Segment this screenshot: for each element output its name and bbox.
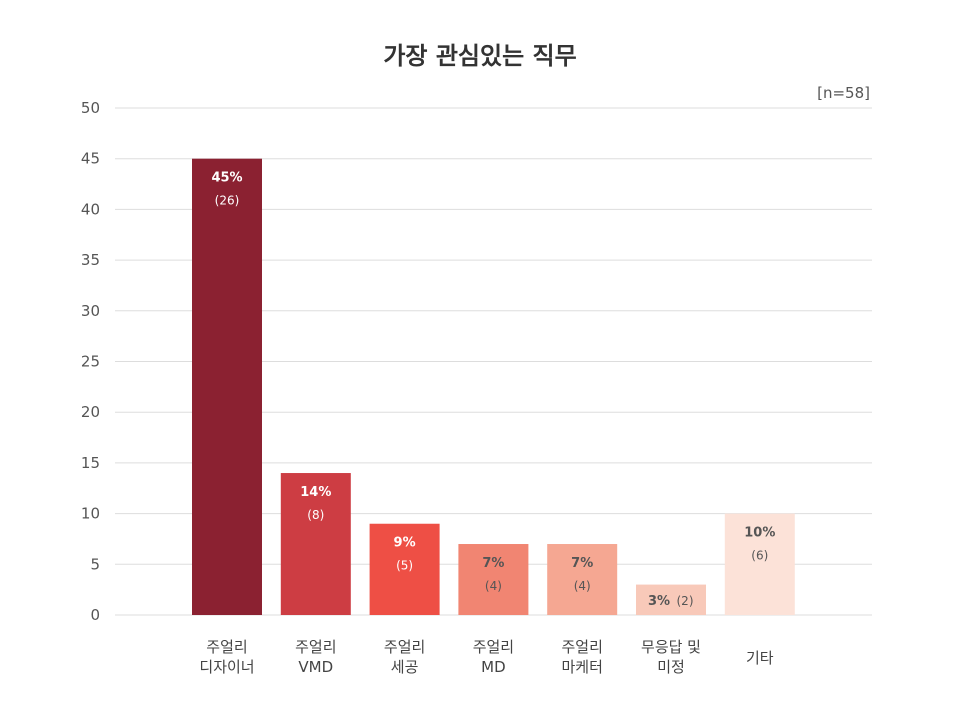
- y-tick-label: 35: [81, 251, 100, 269]
- x-category-label: 디자이너: [199, 658, 254, 676]
- bar: [369, 523, 440, 615]
- count-label: (6): [751, 549, 768, 563]
- x-category-label: 마케터: [561, 658, 602, 676]
- y-tick-label: 25: [81, 353, 100, 371]
- bars: [192, 158, 795, 615]
- x-category-label: 주얼리: [206, 638, 247, 656]
- count-label: (2): [677, 594, 694, 608]
- count-label: (4): [485, 579, 502, 593]
- x-category-label: 무응답 및: [641, 638, 701, 656]
- y-tick-label: 10: [81, 505, 100, 523]
- sample-size-note: [n=58]: [817, 84, 870, 102]
- bar: [458, 544, 529, 615]
- y-axis-ticks: 0 5 10 15 20 25 30 35 40 45 50: [81, 99, 100, 624]
- percent-label: 45%: [211, 171, 242, 186]
- y-tick-label: 20: [81, 403, 100, 421]
- percent-label: 7%: [482, 556, 504, 571]
- bar: [192, 158, 262, 615]
- percent-label: 3%: [648, 594, 670, 609]
- y-tick-label: 5: [90, 555, 100, 573]
- percent-label: 7%: [571, 556, 593, 571]
- x-category-label: 미정: [657, 658, 685, 676]
- count-label: (26): [215, 194, 240, 208]
- bar: [636, 584, 706, 615]
- bar-labels: 45% (26) 14% (8) 9% (5) 7% (4) 7% (4) 3% (2) 10% (6): [211, 171, 775, 609]
- x-category-label: MD: [481, 658, 506, 676]
- y-tick-label: 45: [81, 150, 100, 168]
- bar: [280, 473, 351, 615]
- count-label: (8): [307, 508, 324, 522]
- x-category-label: 주얼리: [384, 638, 425, 656]
- count-label: (5): [396, 559, 413, 573]
- x-category-label: 기타: [746, 649, 774, 667]
- percent-label: 9%: [394, 536, 416, 551]
- y-tick-label: 50: [81, 99, 100, 117]
- chart-title: 가장 관심있는 직무: [383, 42, 576, 70]
- x-category-label: 주얼리: [473, 638, 514, 656]
- bar: [547, 544, 618, 615]
- y-tick-label: 40: [81, 200, 100, 218]
- x-category-label: VMD: [298, 658, 333, 676]
- x-category-label: 주얼리: [295, 638, 336, 656]
- bar: [724, 513, 795, 615]
- y-tick-label: 15: [81, 454, 100, 472]
- percent-label: 14%: [300, 485, 331, 500]
- count-label: (4): [574, 579, 591, 593]
- y-tick-label: 30: [81, 302, 100, 320]
- x-category-label: 주얼리: [561, 638, 602, 656]
- percent-label: 10%: [744, 526, 775, 541]
- y-tick-label: 0: [90, 606, 100, 624]
- x-category-label: 세공: [391, 658, 419, 676]
